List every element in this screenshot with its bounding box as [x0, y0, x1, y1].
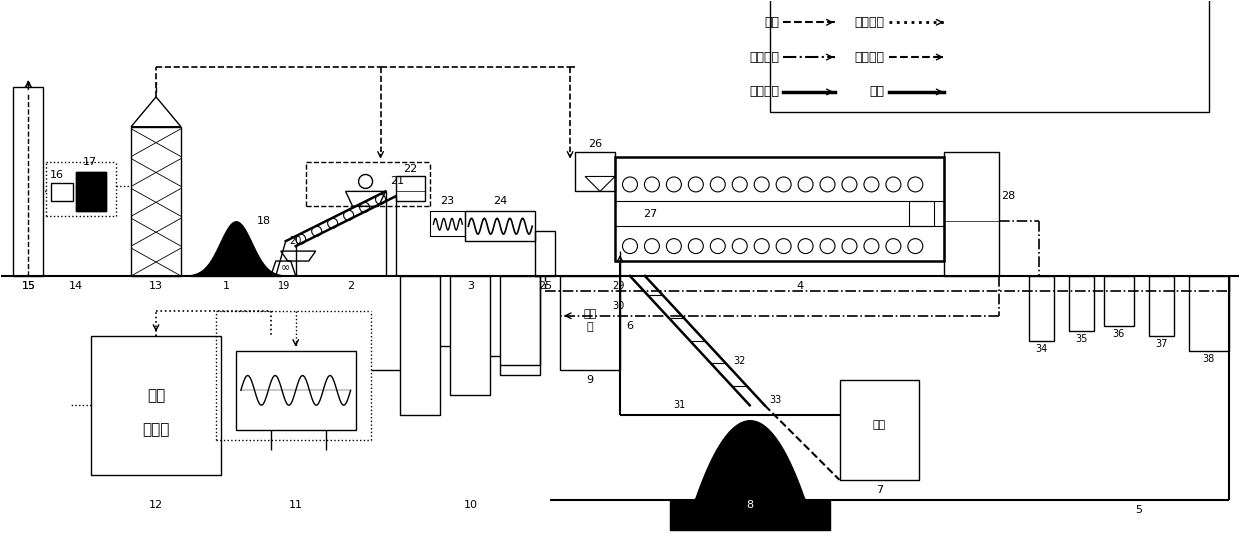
Text: 36: 36	[1112, 329, 1125, 339]
Text: 18: 18	[257, 216, 270, 226]
Bar	[14, 87, 43, 276]
Bar	[536, 231, 556, 276]
Text: 21: 21	[391, 176, 404, 187]
Bar	[401, 276, 440, 415]
Text: 19: 19	[278, 281, 290, 291]
Bar	[770, 0, 1209, 112]
Text: 22: 22	[403, 165, 418, 175]
Bar	[450, 276, 490, 396]
Text: 助燃空气: 助燃空气	[854, 50, 884, 64]
Bar	[575, 152, 615, 191]
Bar	[500, 276, 541, 375]
Text: 4: 4	[796, 281, 804, 291]
Text: 17: 17	[83, 157, 97, 167]
Text: 34: 34	[1035, 344, 1048, 354]
Text: 27: 27	[642, 209, 657, 219]
Bar	[1189, 276, 1229, 351]
Text: 29: 29	[613, 281, 625, 291]
Text: 3: 3	[466, 281, 474, 291]
Text: 6: 6	[626, 321, 634, 331]
Text: 深度: 深度	[146, 388, 165, 403]
Text: 14: 14	[69, 281, 83, 291]
Text: 泥水混合: 泥水混合	[854, 16, 884, 29]
Bar	[945, 152, 999, 276]
Text: 20: 20	[290, 236, 301, 246]
Text: 24: 24	[494, 196, 507, 206]
Text: 助燃
风: 助燃 风	[584, 309, 596, 332]
Bar	[909, 202, 934, 226]
Bar	[839, 381, 919, 480]
Bar	[76, 172, 107, 211]
Text: 16: 16	[51, 170, 64, 181]
Text: 38: 38	[1203, 354, 1215, 363]
Bar	[131, 126, 181, 276]
Text: 燃气: 燃气	[873, 420, 887, 430]
Bar	[51, 183, 73, 202]
Text: 23: 23	[440, 196, 454, 206]
Text: 9: 9	[587, 375, 594, 385]
Bar	[465, 211, 536, 241]
Text: 土壤: 土壤	[765, 16, 780, 29]
Bar	[1029, 276, 1054, 340]
Text: 37: 37	[1156, 339, 1168, 348]
Text: 脱附气体: 脱附气体	[750, 85, 780, 99]
Text: 燃气: 燃气	[869, 85, 884, 99]
Text: 32: 32	[734, 355, 746, 366]
Text: 15: 15	[21, 281, 35, 291]
Text: 25: 25	[538, 281, 552, 291]
Text: 1: 1	[222, 281, 229, 291]
Text: 7: 7	[875, 485, 883, 495]
Bar	[1104, 276, 1133, 326]
Bar	[236, 351, 356, 430]
Bar	[615, 157, 945, 261]
Bar	[560, 276, 620, 370]
Text: 15: 15	[21, 281, 35, 291]
Text: 28: 28	[1001, 191, 1016, 202]
Text: 31: 31	[673, 400, 686, 411]
Text: 5: 5	[1136, 505, 1142, 515]
Bar	[92, 336, 221, 475]
Text: 10: 10	[464, 500, 477, 510]
Text: 加热烟气: 加热烟气	[750, 50, 780, 64]
Text: 8: 8	[746, 500, 753, 510]
Text: 水处理: 水处理	[143, 423, 170, 438]
Text: 13: 13	[149, 281, 162, 291]
Bar	[396, 176, 425, 202]
Text: 33: 33	[770, 396, 782, 405]
Text: 2: 2	[347, 281, 355, 291]
Bar	[430, 211, 465, 236]
Text: ∞: ∞	[281, 263, 290, 273]
Text: 35: 35	[1075, 333, 1087, 344]
Bar	[1069, 276, 1094, 331]
Text: 26: 26	[588, 139, 603, 148]
Text: 30: 30	[613, 301, 625, 311]
Bar	[1148, 276, 1174, 336]
Text: 11: 11	[289, 500, 303, 510]
Text: 12: 12	[149, 500, 164, 510]
